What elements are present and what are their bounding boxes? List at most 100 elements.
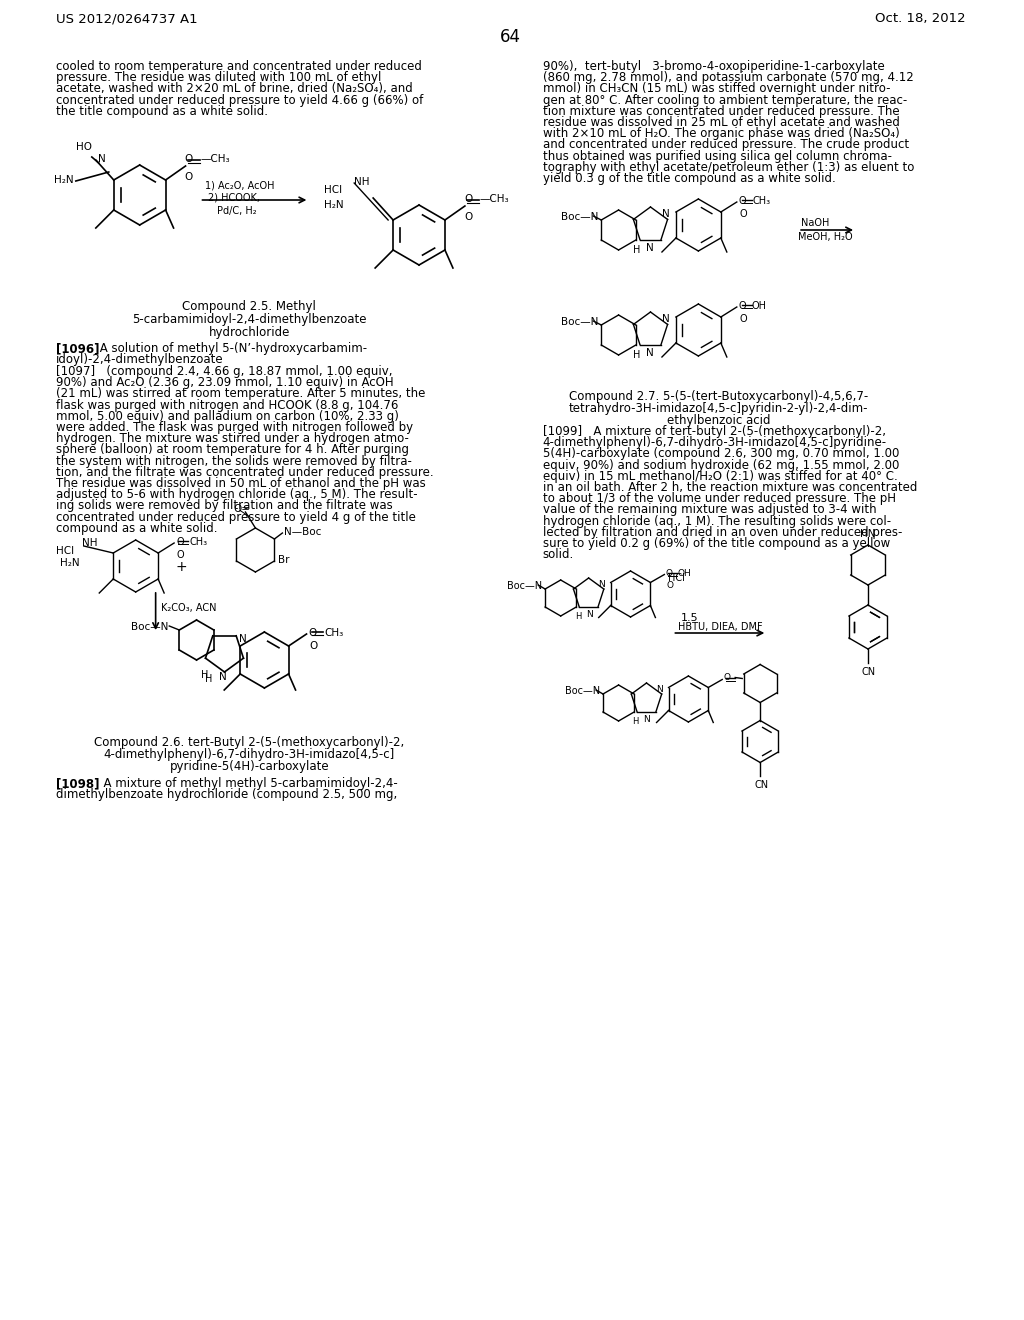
Text: yield 0.3 g of the title compound as a white solid.: yield 0.3 g of the title compound as a w… — [543, 172, 836, 185]
Text: N: N — [646, 243, 654, 253]
Text: US 2012/0264737 A1: US 2012/0264737 A1 — [56, 12, 198, 25]
Text: +: + — [175, 560, 187, 574]
Text: equiv, 90%) and sodium hydroxide (62 mg, 1.55 mmol, 2.00: equiv, 90%) and sodium hydroxide (62 mg,… — [543, 458, 899, 471]
Text: tion mixture was concentrated under reduced pressure. The: tion mixture was concentrated under redu… — [543, 104, 899, 117]
Text: 4-dimethylphenyl)-6,7-dihydro-3H-imidazo[4,5-c]pyridine-: 4-dimethylphenyl)-6,7-dihydro-3H-imidazo… — [543, 436, 887, 449]
Text: H₂N: H₂N — [54, 176, 74, 185]
Text: K₂CO₃, ACN: K₂CO₃, ACN — [161, 603, 216, 612]
Text: O: O — [309, 642, 317, 651]
Text: 5(4H)-carboxylate (compound 2.6, 300 mg, 0.70 mmol, 1.00: 5(4H)-carboxylate (compound 2.6, 300 mg,… — [543, 447, 899, 461]
Text: the title compound as a white solid.: the title compound as a white solid. — [56, 104, 268, 117]
Text: thus obtained was purified using silica gel column chroma-: thus obtained was purified using silica … — [543, 149, 892, 162]
Text: Boc—N: Boc—N — [565, 686, 600, 696]
Text: H: H — [201, 671, 208, 680]
Text: O: O — [464, 194, 472, 205]
Text: HO: HO — [76, 143, 92, 152]
Text: NH: NH — [82, 539, 97, 548]
Text: tography with ethyl acetate/petroleum ether (1:3) as eluent to: tography with ethyl acetate/petroleum et… — [543, 161, 914, 174]
Text: 64: 64 — [501, 28, 521, 46]
Text: CH₃: CH₃ — [753, 195, 771, 206]
Text: CH₃: CH₃ — [189, 537, 207, 546]
Text: 1.5: 1.5 — [680, 612, 698, 623]
Text: HCl: HCl — [56, 546, 74, 556]
Text: 2) HCOOK,: 2) HCOOK, — [208, 193, 259, 203]
Text: (860 mg, 2.78 mmol), and potassium carbonate (570 mg, 4.12: (860 mg, 2.78 mmol), and potassium carbo… — [543, 71, 913, 84]
Text: (21 mL) was stirred at room temperature. After 5 minutes, the: (21 mL) was stirred at room temperature.… — [56, 387, 425, 400]
Text: 5-carbamimidoyl-2,4-dimethylbenzoate: 5-carbamimidoyl-2,4-dimethylbenzoate — [132, 313, 367, 326]
Text: gen at 80° C. After cooling to ambient temperature, the reac-: gen at 80° C. After cooling to ambient t… — [543, 94, 907, 107]
Text: O: O — [738, 301, 746, 312]
Text: O=: O= — [233, 504, 251, 513]
Text: OH: OH — [677, 569, 691, 578]
Text: cooled to room temperature and concentrated under reduced: cooled to room temperature and concentra… — [56, 59, 422, 73]
Text: 90%) and Ac₂O (2.36 g, 23.09 mmol, 1.10 equiv) in AcOH: 90%) and Ac₂O (2.36 g, 23.09 mmol, 1.10 … — [56, 376, 393, 389]
Text: mmol, 5.00 equiv) and palladium on carbon (10%, 2.33 g): mmol, 5.00 equiv) and palladium on carbo… — [56, 409, 398, 422]
Text: pyridine-5(4H)-carboxylate: pyridine-5(4H)-carboxylate — [170, 760, 330, 774]
Text: A solution of methyl 5-(N’-hydroxycarbamim-: A solution of methyl 5-(N’-hydroxycarbam… — [96, 342, 367, 355]
Text: [1097]   (compound 2.4, 4.66 g, 18.87 mmol, 1.00 equiv,: [1097] (compound 2.4, 4.66 g, 18.87 mmol… — [56, 366, 392, 378]
Text: Compound 2.7. 5-(5-(tert-Butoxycarbonyl)-4,5,6,7-: Compound 2.7. 5-(5-(tert-Butoxycarbonyl)… — [568, 389, 868, 403]
Text: O: O — [184, 154, 193, 164]
Text: were added. The flask was purged with nitrogen followed by: were added. The flask was purged with ni… — [56, 421, 413, 434]
Text: and concentrated under reduced pressure. The crude product: and concentrated under reduced pressure.… — [543, 139, 909, 152]
Text: HN: HN — [860, 529, 876, 539]
Text: N: N — [97, 154, 105, 164]
Text: H: H — [633, 246, 640, 255]
Text: N: N — [663, 209, 671, 219]
Text: O: O — [739, 314, 748, 323]
Text: N: N — [643, 715, 650, 723]
Text: Compound 2.5. Methyl: Compound 2.5. Methyl — [182, 300, 316, 313]
Text: N: N — [240, 634, 247, 644]
Text: CN: CN — [754, 780, 768, 789]
Text: O: O — [464, 213, 472, 222]
Text: [1096]: [1096] — [56, 342, 99, 355]
Text: dimethylbenzoate hydrochloride (compound 2.5, 500 mg,: dimethylbenzoate hydrochloride (compound… — [56, 788, 397, 801]
Text: with 2×10 mL of H₂O. The organic phase was dried (Na₂SO₄): with 2×10 mL of H₂O. The organic phase w… — [543, 127, 899, 140]
Text: N—Boc: N—Boc — [285, 527, 322, 537]
Text: N: N — [663, 314, 671, 323]
Text: O: O — [738, 195, 746, 206]
Text: N: N — [586, 610, 593, 619]
Text: H: H — [574, 612, 581, 620]
Text: N: N — [646, 348, 654, 358]
Text: HCl: HCl — [669, 573, 685, 583]
Text: Boc—N: Boc—N — [507, 581, 543, 591]
Text: O: O — [184, 172, 193, 182]
Text: hydrochloride: hydrochloride — [209, 326, 290, 339]
Text: 1) Ac₂O, AcOH: 1) Ac₂O, AcOH — [205, 181, 274, 191]
Text: pressure. The residue was diluted with 100 mL of ethyl: pressure. The residue was diluted with 1… — [56, 71, 381, 84]
Text: solid.: solid. — [543, 548, 574, 561]
Text: H: H — [205, 675, 212, 684]
Text: idoyl)-2,4-dimethylbenzoate: idoyl)-2,4-dimethylbenzoate — [56, 354, 223, 366]
Text: Oct. 18, 2012: Oct. 18, 2012 — [876, 12, 966, 25]
Text: MeOH, H₂O: MeOH, H₂O — [798, 232, 853, 242]
Text: tetrahydro-3H-imidazo[4,5-c]pyridin-2-yl)-2,4-dim-: tetrahydro-3H-imidazo[4,5-c]pyridin-2-yl… — [568, 403, 868, 414]
Text: adjusted to 5-6 with hydrogen chloride (aq., 5 M). The result-: adjusted to 5-6 with hydrogen chloride (… — [56, 488, 418, 502]
Text: equiv) in 15 mL methanol/H₂O (2:1) was stiffed for at 40° C.: equiv) in 15 mL methanol/H₂O (2:1) was s… — [543, 470, 897, 483]
Text: ing solids were removed by filtration and the filtrate was: ing solids were removed by filtration an… — [56, 499, 392, 512]
Text: residue was dissolved in 25 mL of ethyl acetate and washed: residue was dissolved in 25 mL of ethyl … — [543, 116, 900, 129]
Text: O: O — [667, 581, 674, 590]
Text: sphere (balloon) at room temperature for 4 h. After purging: sphere (balloon) at room temperature for… — [56, 444, 409, 457]
Text: value of the remaining mixture was adjusted to 3-4 with: value of the remaining mixture was adjus… — [543, 503, 877, 516]
Text: lected by filtration and dried in an oven under reduced pres-: lected by filtration and dried in an ove… — [543, 525, 902, 539]
Text: N: N — [219, 672, 227, 682]
Text: to about 1/3 of the volume under reduced pressure. The pH: to about 1/3 of the volume under reduced… — [543, 492, 896, 506]
Text: OH: OH — [752, 301, 767, 312]
Text: O: O — [176, 537, 183, 546]
Text: —CH₃: —CH₃ — [480, 194, 510, 205]
Text: hydrogen chloride (aq., 1 M). The resulting solids were col-: hydrogen chloride (aq., 1 M). The result… — [543, 515, 891, 528]
Text: HCl: HCl — [325, 185, 342, 195]
Text: Boc—N: Boc—N — [131, 622, 169, 632]
Text: O: O — [739, 209, 748, 219]
Text: tion, and the filtrate was concentrated under reduced pressure.: tion, and the filtrate was concentrated … — [56, 466, 433, 479]
Text: hydrogen. The mixture was stirred under a hydrogen atmo-: hydrogen. The mixture was stirred under … — [56, 432, 409, 445]
Text: acetate, washed with 2×20 mL of brine, dried (Na₂SO₄), and: acetate, washed with 2×20 mL of brine, d… — [56, 82, 413, 95]
Text: H: H — [633, 717, 639, 726]
Text: H₂N: H₂N — [59, 558, 80, 568]
Text: Boc—N: Boc—N — [561, 317, 599, 327]
Text: Boc—N: Boc—N — [561, 213, 599, 222]
Text: flask was purged with nitrogen and HCOOK (8.8 g, 104.76: flask was purged with nitrogen and HCOOK… — [56, 399, 398, 412]
Text: 90%),  tert-butyl   3-bromo-4-oxopiperidine-1-carboxylate: 90%), tert-butyl 3-bromo-4-oxopiperidine… — [543, 59, 885, 73]
Text: H₂N: H₂N — [325, 201, 344, 210]
